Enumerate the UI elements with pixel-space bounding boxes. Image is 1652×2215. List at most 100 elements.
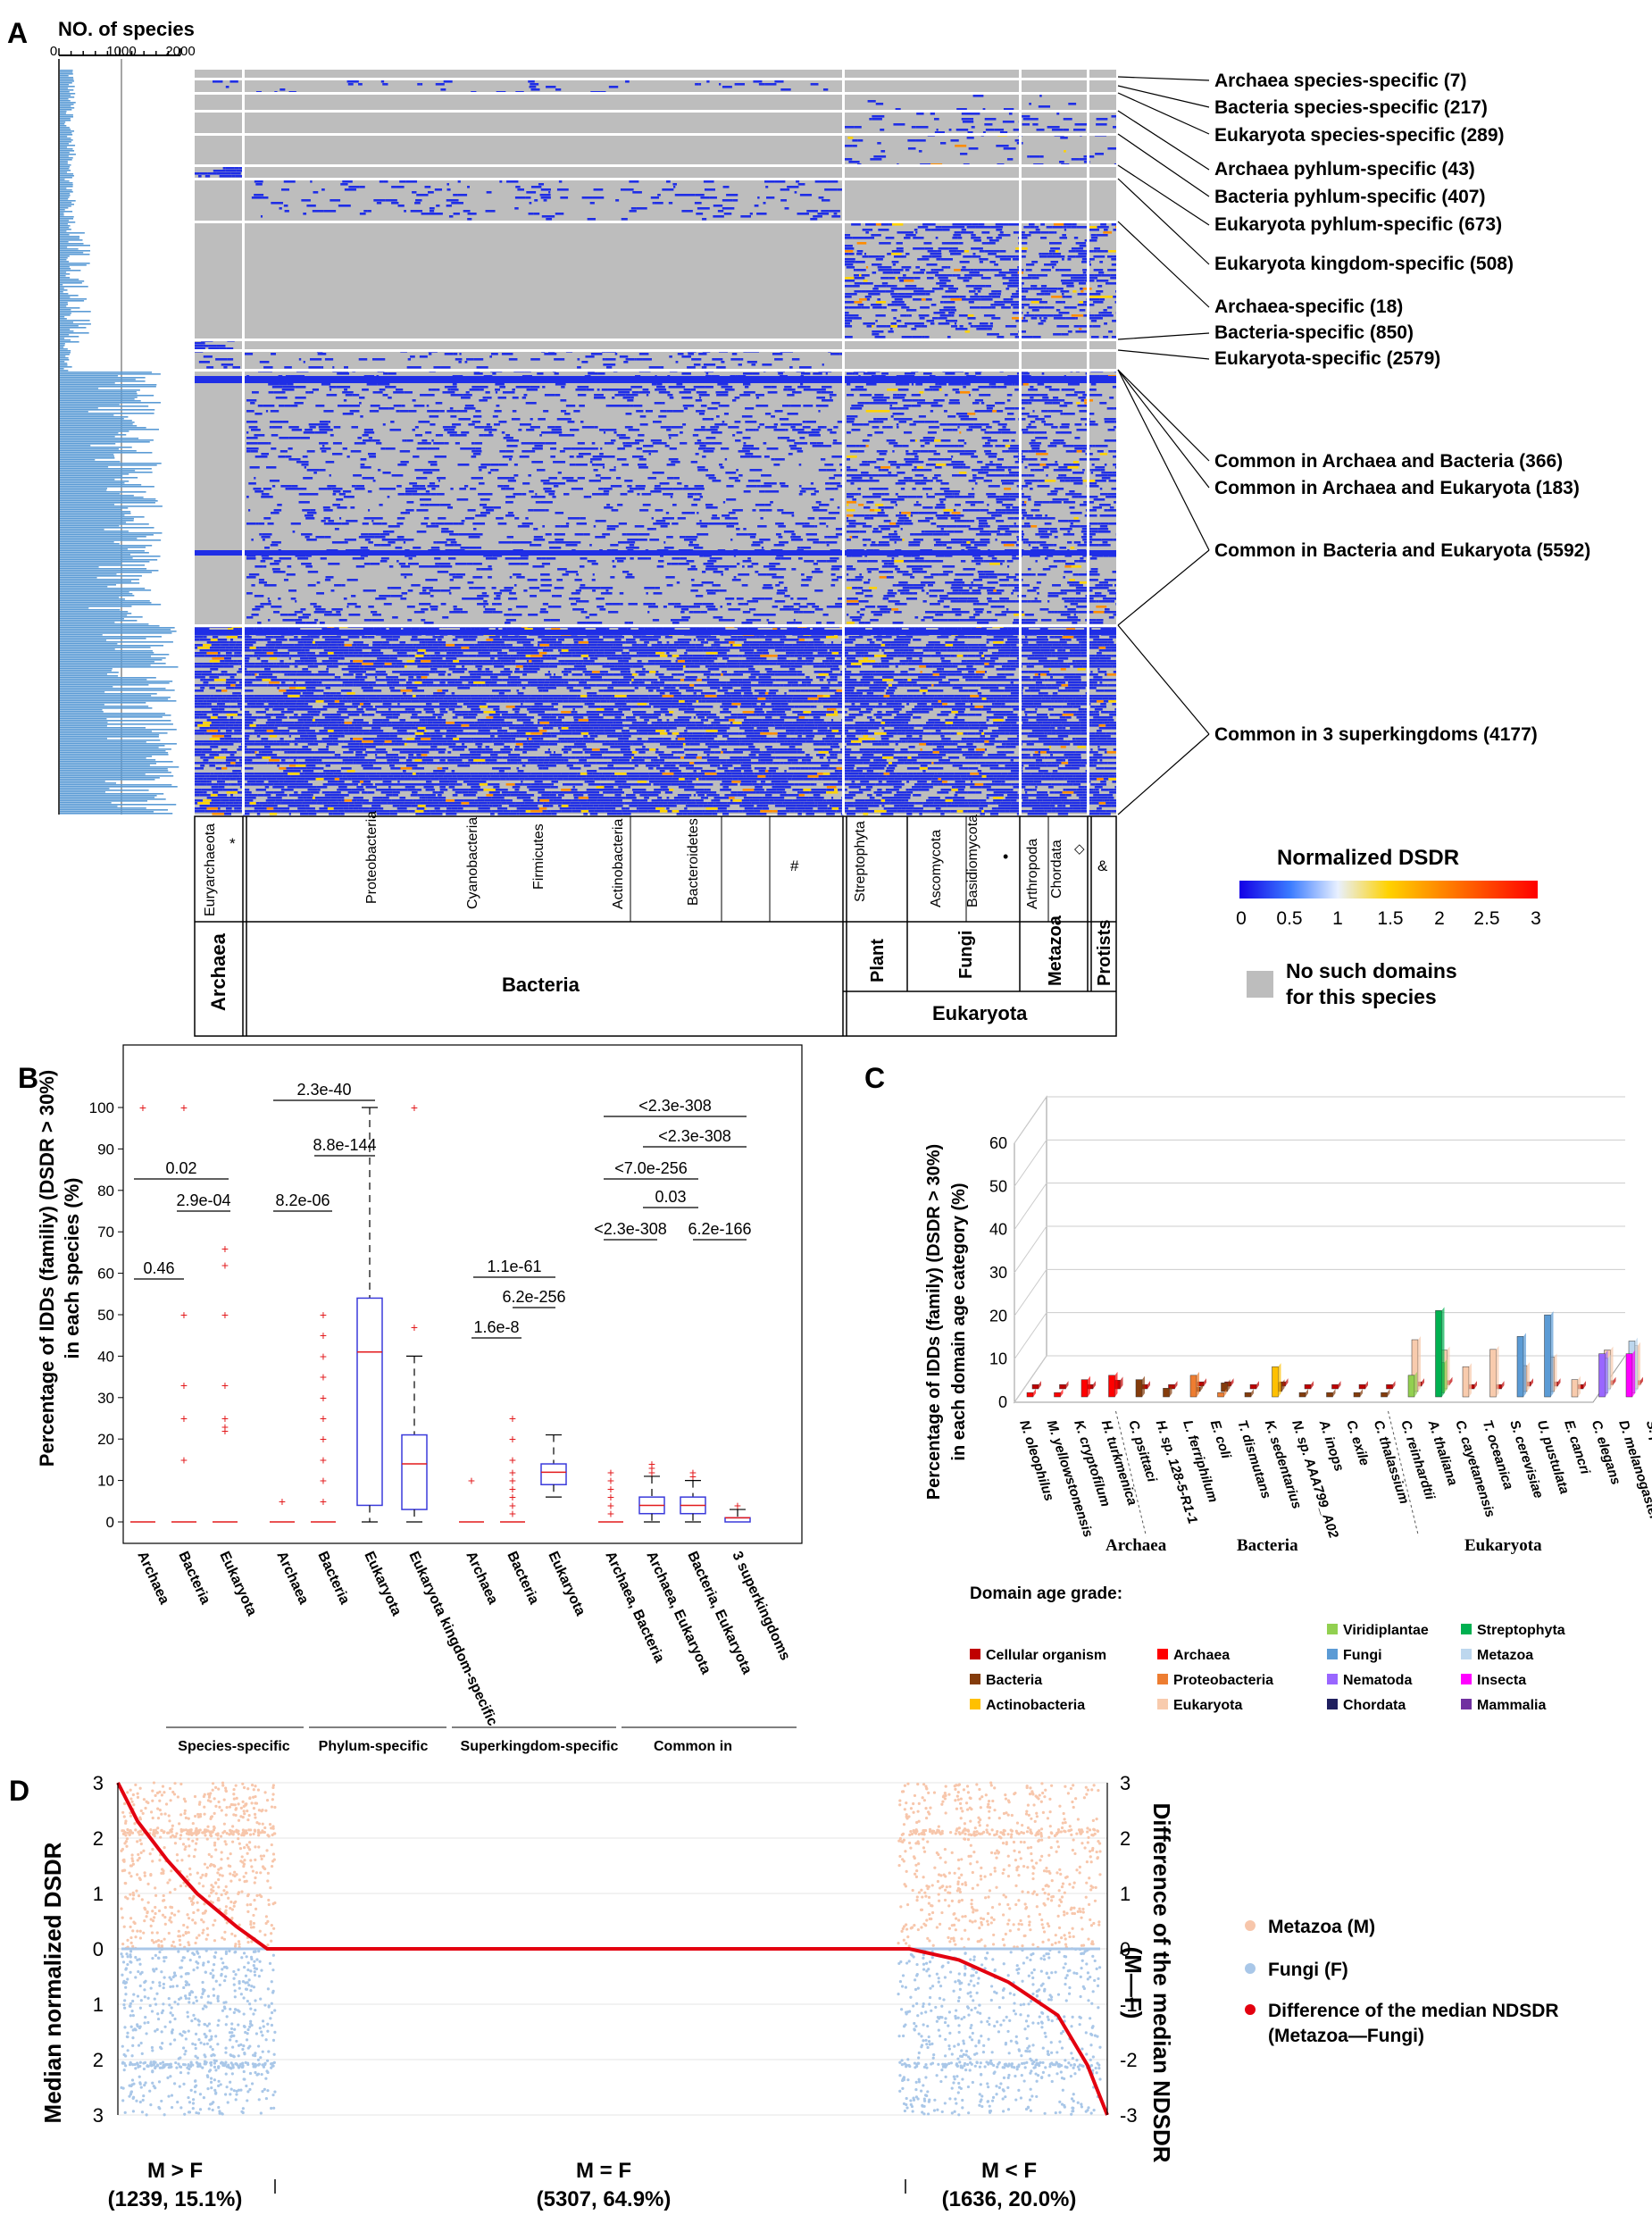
heatmap-cell bbox=[270, 544, 279, 547]
heatmap-cell bbox=[514, 517, 520, 520]
histogram-bar bbox=[60, 163, 68, 164]
heatmap-cell bbox=[473, 372, 483, 375]
heatmap-cell bbox=[983, 226, 991, 229]
heatmap-cell bbox=[1085, 277, 1098, 280]
histogram-bar bbox=[60, 388, 99, 389]
heatmap-cell bbox=[1030, 301, 1039, 304]
heatmap-cell bbox=[502, 628, 507, 631]
heatmap-cell bbox=[743, 528, 747, 531]
heatmap-cell bbox=[1084, 239, 1097, 242]
heatmap-cell bbox=[451, 202, 463, 205]
heatmap-cell bbox=[377, 469, 381, 472]
heatmap-cell bbox=[468, 536, 480, 539]
histogram-bar bbox=[60, 589, 152, 591]
heatmap-cell bbox=[891, 557, 895, 560]
heatmap-cell bbox=[650, 439, 662, 442]
heatmap-cell bbox=[1055, 431, 1061, 434]
heatmap-cell bbox=[1097, 250, 1105, 253]
heatmap-cell bbox=[790, 447, 797, 450]
heatmap-cell bbox=[1042, 466, 1049, 469]
heatmap-cell bbox=[1000, 563, 1003, 565]
heatmap-cell bbox=[1057, 288, 1064, 290]
heatmap-cell bbox=[216, 172, 222, 175]
heatmap-cell bbox=[282, 386, 296, 389]
heatmap-cell bbox=[959, 391, 971, 394]
heatmap-cell bbox=[697, 493, 702, 496]
heatmap-cell bbox=[1030, 488, 1033, 490]
heatmap-cell bbox=[877, 298, 881, 301]
heatmap-cell bbox=[468, 423, 475, 426]
heatmap-cell bbox=[388, 372, 396, 375]
heatmap-cell bbox=[649, 539, 660, 541]
heatmap-cell bbox=[1070, 512, 1082, 514]
heatmap-cell bbox=[1091, 237, 1098, 239]
heatmap-cell bbox=[811, 493, 816, 496]
heatmap-cell bbox=[381, 522, 388, 525]
heatmap-cell bbox=[1039, 544, 1052, 547]
heatmap-cell bbox=[1073, 445, 1086, 447]
heatmap-cell bbox=[388, 531, 395, 533]
heatmap-cell bbox=[720, 405, 730, 407]
heatmap-cell bbox=[1014, 573, 1022, 576]
heatmap-cell bbox=[682, 405, 695, 407]
histogram-bar bbox=[60, 715, 171, 716]
heatmap-cell bbox=[1094, 274, 1102, 277]
heatmap-cell bbox=[850, 407, 863, 410]
heatmap-cell bbox=[921, 325, 928, 328]
heatmap-cell bbox=[905, 461, 915, 464]
heatmap-cell bbox=[1097, 573, 1100, 576]
heatmap-cell bbox=[763, 442, 767, 445]
heatmap-cell bbox=[385, 447, 396, 450]
heatmap-cell bbox=[753, 80, 763, 83]
heatmap-cell bbox=[837, 188, 843, 191]
heatmap-cell bbox=[752, 509, 756, 512]
heatmap-cell bbox=[738, 474, 743, 477]
histogram-bar bbox=[60, 773, 146, 775]
heatmap-cell bbox=[1026, 525, 1031, 528]
heatmap-cell bbox=[449, 434, 455, 437]
heatmap-cell bbox=[857, 304, 860, 306]
heatmap-cell bbox=[597, 372, 605, 375]
heatmap-cell bbox=[871, 234, 881, 237]
histogram-bar bbox=[60, 171, 68, 173]
heatmap-cell bbox=[464, 405, 474, 407]
histogram-bar bbox=[60, 579, 139, 581]
heatmap-cell bbox=[332, 493, 337, 496]
heatmap-cell bbox=[829, 482, 841, 485]
heatmap-cell bbox=[530, 544, 542, 547]
heatmap-cell bbox=[886, 426, 893, 429]
heatmap-cell bbox=[512, 389, 515, 391]
heatmap-cell bbox=[466, 358, 474, 361]
heatmap-cell bbox=[934, 506, 946, 509]
heatmap-cell bbox=[991, 557, 997, 560]
heatmap-cell bbox=[882, 272, 894, 274]
heatmap-cell bbox=[1069, 490, 1075, 493]
heatmap-cell bbox=[694, 429, 706, 431]
heatmap-cell bbox=[705, 386, 713, 389]
heatmap-cell bbox=[757, 426, 761, 429]
histogram-bar bbox=[60, 523, 149, 525]
histogram-bar bbox=[60, 463, 162, 464]
heatmap-cell bbox=[267, 598, 270, 600]
heatmap-cell bbox=[717, 383, 729, 386]
heatmap-cell bbox=[772, 628, 778, 631]
heatmap-cell bbox=[607, 442, 614, 445]
histogram-bar bbox=[60, 520, 134, 522]
histogram-bar bbox=[60, 795, 157, 797]
heatmap-cell bbox=[359, 397, 365, 399]
heatmap-cell bbox=[272, 571, 286, 573]
heatmap-cell bbox=[415, 199, 422, 202]
heatmap-cell bbox=[485, 557, 497, 560]
heatmap-cell bbox=[429, 415, 439, 418]
heatmap-cell bbox=[555, 394, 561, 397]
heatmap-cell bbox=[287, 565, 292, 568]
heatmap-cell bbox=[847, 445, 856, 447]
heatmap-cell bbox=[1012, 317, 1023, 320]
heatmap-cell bbox=[427, 191, 434, 194]
heatmap-cell bbox=[855, 261, 865, 263]
heatmap-cell bbox=[964, 223, 972, 226]
heatmap-cell bbox=[931, 255, 942, 258]
heatmap-cell bbox=[755, 429, 759, 431]
heatmap-cell bbox=[609, 469, 616, 472]
heatmap-cell bbox=[897, 389, 909, 391]
